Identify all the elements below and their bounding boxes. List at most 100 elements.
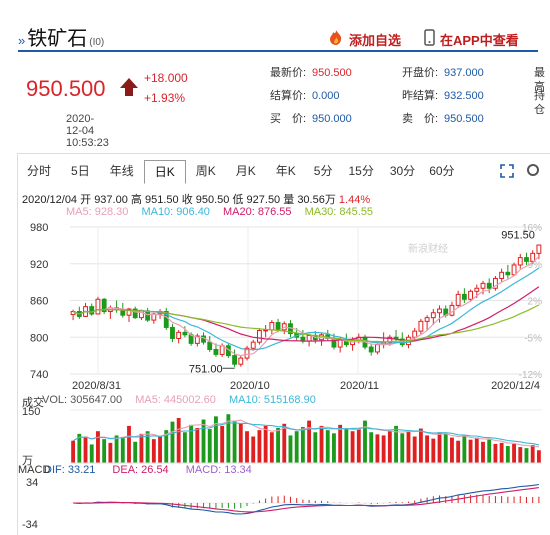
phone-icon: [424, 29, 435, 49]
volume-bar: [83, 436, 88, 463]
high-label: 高: [130, 194, 142, 206]
volume-bar: [170, 421, 175, 463]
pct-value: 1.44%: [338, 194, 371, 206]
volume-bar: [96, 431, 100, 463]
stats-col-3: 最高 持仓: [534, 66, 550, 135]
volume-bar: [536, 450, 541, 463]
stat-value: 950.500: [444, 113, 484, 125]
candle-body: [530, 252, 536, 262]
volume-bar: [505, 446, 510, 463]
ma-legend: MA5: 928.30 MA10: 906.40 MA20: 876.55 MA…: [66, 206, 383, 218]
tab-60min[interactable]: 60分: [429, 164, 455, 178]
macd-value-label: MACD: 13.34: [185, 464, 252, 476]
volume-bar: [71, 440, 76, 463]
chart-panel: [17, 153, 550, 535]
candle-body: [163, 311, 169, 328]
y-tick-label: 800: [30, 332, 48, 344]
y-tick-label: 980: [30, 222, 48, 234]
volume-bar: [269, 432, 274, 463]
price-change-pct: +1.93%: [144, 91, 186, 105]
candle-body: [468, 290, 474, 300]
candle-body: [511, 264, 517, 276]
candle-body: [486, 282, 492, 289]
dif-line: [73, 483, 539, 515]
candle-body: [145, 310, 151, 321]
volume-bar: [127, 425, 131, 463]
candle-body: [424, 317, 430, 322]
pct-tick-label: 2%: [528, 297, 543, 308]
volume-bar: [102, 439, 107, 463]
stat-value: 950.000: [312, 113, 352, 125]
volume-bar: [363, 420, 367, 463]
tab-5day[interactable]: 5日: [71, 164, 90, 178]
tab-yearline[interactable]: 年线: [109, 164, 134, 178]
low-value: 927.50: [246, 194, 281, 206]
macd-legend: MACD DIF: 33.21 DEA: 26.54 MACD: 13.34: [18, 464, 266, 476]
up-arrow-stem: [125, 88, 133, 96]
tab-5min[interactable]: 5分: [313, 164, 333, 178]
x-tick-label: 2020/12/4: [491, 380, 540, 392]
volume-bar: [139, 433, 144, 463]
volume-bar: [418, 428, 423, 463]
min-annotation: 751.00: [189, 363, 223, 375]
candle-body: [461, 293, 467, 300]
tab-monthly-k[interactable]: 月K: [235, 164, 256, 178]
open-label: 开: [80, 194, 92, 206]
candle-body: [269, 322, 275, 331]
tab-daily-k[interactable]: 日K: [143, 160, 186, 184]
volume-bar: [195, 428, 200, 463]
y-tick-label: 860: [30, 296, 48, 308]
tab-yearly-k[interactable]: 年K: [275, 164, 296, 178]
volume-bar: [356, 429, 361, 463]
volume-bar: [201, 419, 206, 463]
candle-body: [213, 349, 219, 355]
tab-15min[interactable]: 15分: [348, 164, 374, 178]
x-tick-label: 2020/8/31: [72, 380, 121, 392]
y-tick-label: 740: [30, 369, 48, 381]
ma10-label: MA10: 906.40: [141, 206, 210, 218]
candle-body: [207, 341, 213, 350]
ma5-label: MA5: 928.30: [66, 206, 129, 218]
volume-bar: [437, 432, 442, 463]
volume-bar: [108, 442, 113, 463]
open-in-app-label: 在APP中查看: [440, 32, 519, 48]
volume-bar: [431, 438, 436, 463]
stat-value: 0.000: [312, 90, 340, 102]
volume-bar: [512, 443, 516, 463]
tab-30min[interactable]: 30分: [389, 164, 416, 178]
candle-body: [306, 334, 312, 342]
volume-bar: [288, 435, 293, 463]
tab-intraday[interactable]: 分时: [27, 164, 52, 178]
up-arrow-icon: [120, 78, 138, 88]
gear-icon[interactable]: [527, 164, 539, 176]
flame-icon: [328, 29, 344, 49]
volume-bar: [89, 444, 94, 463]
title-wrap: » 铁矿石 (I0): [18, 22, 104, 51]
stat-label: 最新价:: [270, 67, 307, 79]
symbol-code: (I0): [89, 37, 105, 48]
volume-bar: [133, 441, 138, 463]
stat-row: 买 价: 950.000: [270, 112, 352, 135]
candle-body: [275, 322, 281, 331]
open-in-app-button[interactable]: 在APP中查看: [424, 29, 519, 49]
max-annotation: 951.50: [501, 229, 535, 241]
volume-bar: [145, 431, 150, 463]
stat-value: 932.500: [444, 90, 484, 102]
stat-label: 买 价:: [270, 113, 307, 125]
candle-body: [517, 257, 523, 266]
candle-body: [455, 293, 461, 306]
open-value: 937.00: [94, 194, 128, 206]
volume-bar: [474, 437, 479, 463]
fullscreen-icon[interactable]: [500, 164, 514, 178]
volume-bar: [77, 433, 82, 463]
add-watchlist-button[interactable]: 添加自选: [328, 29, 401, 49]
candle-body: [250, 341, 256, 349]
vol-ma5-line: [72, 419, 539, 448]
tab-weekly-k[interactable]: 周K: [195, 164, 216, 178]
macd-axis-bottom: -34: [22, 519, 38, 531]
stat-value: 937.000: [444, 67, 484, 79]
candle-body: [238, 357, 244, 365]
macd-title: MACD: [18, 464, 51, 476]
candle-body: [337, 339, 343, 348]
